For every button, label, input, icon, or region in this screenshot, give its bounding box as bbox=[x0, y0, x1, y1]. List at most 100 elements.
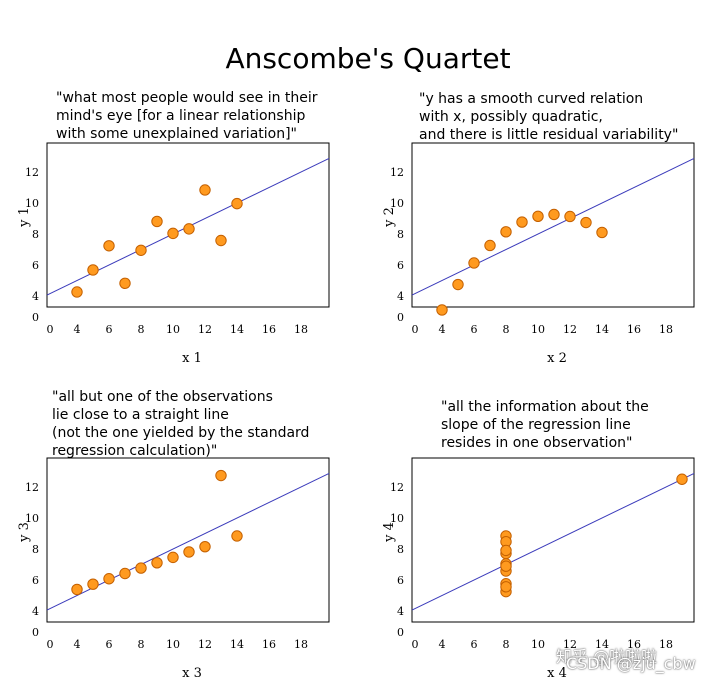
data-point bbox=[167, 227, 179, 240]
y-tick-label: 12 bbox=[390, 166, 404, 179]
x-tick-label: 16 bbox=[627, 638, 641, 651]
data-point bbox=[103, 240, 115, 252]
x-axis-label-4: x 4 bbox=[547, 666, 567, 681]
x-tick-label: 0 bbox=[47, 323, 54, 336]
x-tick-label: 8 bbox=[503, 638, 510, 651]
data-point bbox=[231, 197, 243, 210]
x-tick-label: 14 bbox=[595, 638, 609, 651]
data-point bbox=[468, 257, 480, 269]
data-point bbox=[452, 278, 464, 291]
panel-1: 0 4 6 8 10 12 14 16 18 0 4 6 8 10 12 x 1 y 1 bbox=[17, 142, 330, 366]
data-point bbox=[151, 215, 163, 228]
y-tick-label: 6 bbox=[32, 574, 39, 587]
annotation-panel-2: "y has a smooth curved relation with x, … bbox=[419, 91, 679, 143]
y-tick-label: 8 bbox=[32, 543, 39, 556]
x-axis-label-1: x 1 bbox=[182, 351, 202, 366]
x-tick-label: 14 bbox=[230, 323, 244, 336]
data-point bbox=[183, 223, 195, 235]
y-axis-label-1: y 1 bbox=[17, 207, 32, 228]
y-axis-label-2: y 2 bbox=[382, 207, 397, 228]
x-tick-label: 10 bbox=[531, 638, 545, 651]
annotation-panel-4: "all the information about the slope of … bbox=[441, 399, 649, 451]
data-point bbox=[484, 239, 496, 252]
x-tick-label: 6 bbox=[471, 638, 478, 651]
x-tick-label: 6 bbox=[106, 323, 113, 336]
x-tick-label: 6 bbox=[471, 323, 478, 336]
annotation-panel-1: "what most people would see in their min… bbox=[56, 90, 318, 142]
x-tick-label: 6 bbox=[106, 638, 113, 651]
y-tick-label: 8 bbox=[397, 543, 404, 556]
x-tick-label: 18 bbox=[659, 638, 673, 651]
x-tick-label: 0 bbox=[412, 323, 419, 336]
x-tick-label: 4 bbox=[439, 638, 446, 651]
data-point bbox=[215, 469, 227, 482]
x-tick-label: 10 bbox=[166, 323, 180, 336]
data-point bbox=[87, 578, 99, 590]
data-point bbox=[119, 567, 131, 580]
watermark-line-2: CSDN @zju_cbw bbox=[566, 654, 696, 673]
y-tick-label: 6 bbox=[32, 259, 39, 272]
y-tick-label: 4 bbox=[397, 605, 404, 618]
data-point bbox=[516, 216, 528, 228]
x-tick-label: 12 bbox=[198, 638, 212, 651]
data-point bbox=[500, 560, 512, 572]
y-tick-label: 0 bbox=[32, 626, 39, 639]
y-tick-label: 12 bbox=[25, 166, 39, 179]
x-tick-label: 12 bbox=[563, 638, 577, 651]
data-point bbox=[71, 583, 83, 596]
data-point bbox=[167, 551, 179, 564]
y-tick-label: 10 bbox=[390, 512, 404, 525]
data-point bbox=[580, 216, 592, 229]
regression-line-2 bbox=[411, 157, 695, 296]
page-title: Anscombe's Quartet bbox=[225, 42, 511, 75]
data-point bbox=[87, 264, 99, 276]
annotation-panel-3: "all but one of the observations lie clo… bbox=[52, 389, 310, 459]
data-point bbox=[548, 208, 560, 221]
watermark-line-1: 知乎 @啦啦啦 bbox=[556, 647, 658, 666]
data-point bbox=[199, 184, 211, 196]
x-tick-label: 8 bbox=[503, 323, 510, 336]
data-point bbox=[135, 562, 147, 574]
x-tick-label: 0 bbox=[47, 638, 54, 651]
data-point bbox=[676, 473, 688, 485]
x-tick-label: 8 bbox=[138, 638, 145, 651]
y-tick-label: 4 bbox=[32, 290, 39, 303]
y-tick-label: 10 bbox=[390, 197, 404, 210]
data-point bbox=[183, 546, 195, 558]
data-point bbox=[231, 530, 243, 542]
y-tick-label: 12 bbox=[390, 481, 404, 494]
x-tick-label: 12 bbox=[563, 323, 577, 336]
plot-frame-1 bbox=[46, 142, 330, 308]
y-tick-label: 8 bbox=[32, 228, 39, 241]
data-point bbox=[500, 544, 512, 557]
y-tick-label: 10 bbox=[25, 512, 39, 525]
x-tick-label: 14 bbox=[230, 638, 244, 651]
data-point bbox=[500, 226, 512, 238]
x-tick-label: 0 bbox=[412, 638, 419, 651]
plot-frame-4 bbox=[411, 457, 695, 623]
y-axis-label-3: y 3 bbox=[17, 522, 32, 543]
data-point bbox=[532, 210, 544, 223]
data-point bbox=[151, 557, 163, 569]
x-tick-label: 4 bbox=[439, 323, 446, 336]
x-tick-label: 16 bbox=[627, 323, 641, 336]
data-point bbox=[103, 573, 115, 585]
panel-3: 0 4 6 8 10 12 14 16 18 0 4 6 8 10 12 x 3 y 3 bbox=[17, 457, 330, 681]
y-tick-label: 4 bbox=[32, 605, 39, 618]
x-tick-label: 16 bbox=[262, 323, 276, 336]
plot-frame-3 bbox=[46, 457, 330, 623]
x-tick-label: 4 bbox=[74, 323, 81, 336]
data-point bbox=[500, 581, 512, 593]
y-tick-label: 0 bbox=[32, 311, 39, 324]
x-tick-label: 18 bbox=[294, 638, 308, 651]
x-tick-label: 8 bbox=[138, 323, 145, 336]
y-tick-label: 0 bbox=[397, 626, 404, 639]
y-tick-label: 12 bbox=[25, 481, 39, 494]
x-tick-label: 14 bbox=[595, 323, 609, 336]
x-axis-label-3: x 3 bbox=[182, 666, 202, 681]
data-point bbox=[135, 244, 147, 256]
panel-4: 0 4 6 8 10 12 14 16 18 0 4 6 8 10 12 x 4 y 4 bbox=[382, 457, 695, 681]
y-tick-label: 6 bbox=[397, 574, 404, 587]
x-tick-label: 4 bbox=[74, 638, 81, 651]
